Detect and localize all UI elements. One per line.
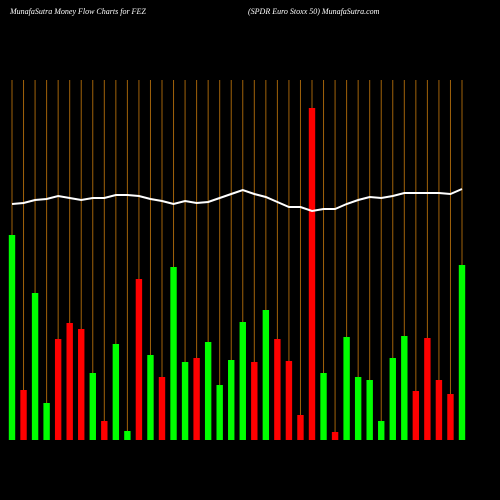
bar <box>216 385 223 440</box>
bar <box>89 373 96 440</box>
bar <box>158 377 166 440</box>
bar <box>78 329 85 440</box>
bar <box>101 421 108 440</box>
bar <box>308 108 316 440</box>
bar <box>239 322 246 440</box>
bar <box>366 380 373 440</box>
bar <box>112 344 120 440</box>
chart-title: MunafaSutra Money Flow Charts for FEZ <box>9 7 146 16</box>
bar <box>66 323 73 440</box>
bar <box>251 362 258 440</box>
bar <box>43 403 50 440</box>
bar <box>228 360 235 440</box>
bar <box>320 373 327 440</box>
bar <box>181 362 189 440</box>
chart-subtitle: (SPDR Euro Stoxx 50) MunafaSutra.com <box>248 7 380 16</box>
bar <box>20 390 27 440</box>
bar <box>424 338 431 440</box>
trend-line <box>11 188 463 213</box>
bar <box>401 336 408 440</box>
bar <box>193 358 200 440</box>
bar <box>447 394 454 440</box>
bar <box>135 279 143 440</box>
bar <box>147 355 154 440</box>
bar <box>343 337 350 440</box>
bar <box>412 391 420 440</box>
bar <box>274 339 281 440</box>
bar <box>170 267 177 440</box>
bar <box>124 431 131 440</box>
bar <box>389 358 396 440</box>
bar <box>331 432 339 440</box>
bar <box>204 342 212 440</box>
bar <box>435 380 443 440</box>
bar <box>378 421 385 440</box>
bar <box>285 361 293 440</box>
bar <box>8 235 16 440</box>
bar <box>31 293 39 440</box>
bar <box>262 310 270 440</box>
bar <box>458 265 466 440</box>
bar <box>54 339 62 440</box>
bar <box>297 415 304 440</box>
bar <box>354 377 362 440</box>
